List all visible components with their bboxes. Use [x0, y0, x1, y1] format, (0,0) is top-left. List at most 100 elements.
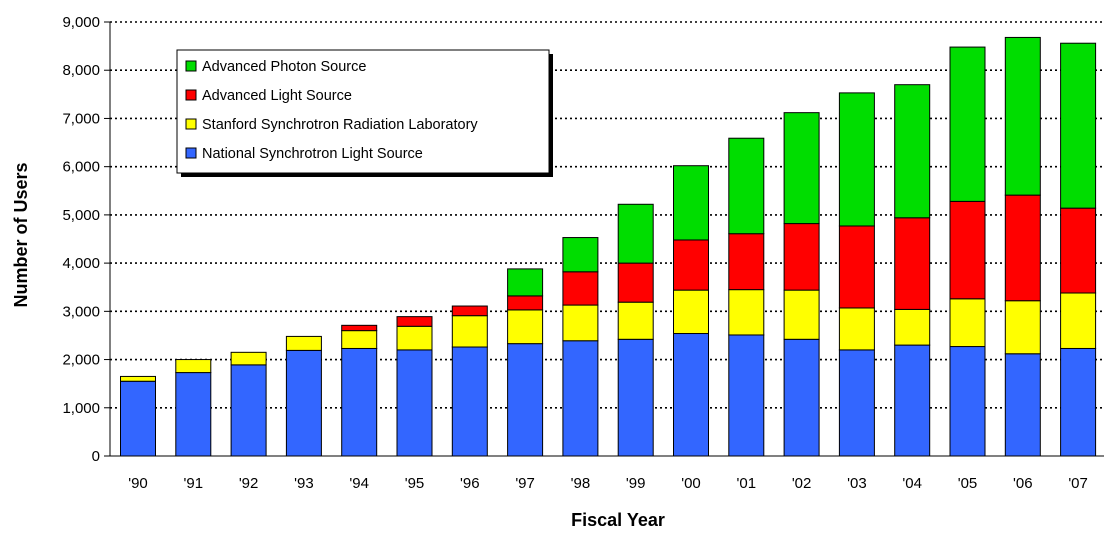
x-tick-label: '99	[626, 475, 646, 492]
bar-segment	[1060, 292, 1097, 349]
legend-label: Advanced Photon Source	[202, 59, 366, 75]
bar-segment	[783, 112, 820, 225]
x-tick-label: '95	[405, 475, 425, 492]
x-tick-label: '06	[1013, 475, 1033, 492]
bar-segment	[949, 46, 986, 202]
bar-segment	[507, 295, 544, 311]
y-tick-label: 1,000	[62, 400, 100, 417]
bar-segment	[1004, 194, 1041, 302]
x-tick-label: '03	[847, 475, 867, 492]
bars	[120, 36, 1097, 457]
bar-segment	[341, 330, 378, 349]
x-tick-label: '90	[128, 475, 148, 492]
bar-segment	[838, 225, 875, 309]
x-tick-labels: '90 '91 '92 '93 '94 '95 '96 '97 '98 '99 '00 '01 '02 '…	[128, 475, 1088, 492]
legend-label: Stanford Synchrotron Radiation Laborator…	[202, 117, 478, 133]
legend-swatch	[185, 60, 197, 72]
bar-segment	[562, 237, 599, 273]
x-tick-label: '98	[571, 475, 591, 492]
y-tick-label: 0	[92, 448, 100, 465]
x-axis-title: Fiscal Year	[571, 510, 665, 530]
bar-segment	[949, 200, 986, 300]
legend-swatch	[185, 118, 197, 130]
bar-segment	[1004, 353, 1041, 457]
legend: Advanced Photon Source Advanced Light Sou…	[176, 49, 553, 177]
x-tick-label: '93	[294, 475, 314, 492]
legend-swatch	[185, 147, 197, 159]
bar-segment	[451, 315, 488, 348]
bar-segment	[728, 137, 765, 235]
x-tick-label: '01	[737, 475, 757, 492]
bar-segment	[949, 346, 986, 457]
bar-segment	[120, 375, 156, 382]
y-tick-label: 5,000	[62, 207, 100, 224]
bar-segment	[894, 308, 931, 346]
bar-segment	[396, 325, 433, 351]
bar-segment	[1060, 42, 1097, 209]
x-tick-label: '04	[902, 475, 922, 492]
bar-segment	[838, 349, 875, 457]
bar-segment	[562, 340, 599, 457]
y-axis-title: Number of Users	[11, 162, 31, 307]
bar-segment	[783, 338, 820, 457]
legend-swatch	[185, 89, 197, 101]
bar-segment	[230, 364, 267, 457]
x-tick-label: '96	[460, 475, 480, 492]
bar-segment	[894, 84, 931, 219]
x-tick-label: '00	[681, 475, 701, 492]
bar-segment	[285, 349, 322, 457]
y-tick-label: 3,000	[62, 303, 100, 320]
y-tick-label: 4,000	[62, 255, 100, 272]
bar-segment	[617, 338, 654, 457]
bar-segment	[175, 359, 212, 374]
x-tick-label: '07	[1068, 475, 1088, 492]
y-tick-label: 6,000	[62, 159, 100, 176]
bar-segment	[1004, 36, 1041, 196]
bar-segment	[451, 305, 488, 317]
bar-segment	[673, 333, 709, 457]
bar-segment	[617, 203, 654, 264]
y-tick-label: 2,000	[62, 352, 100, 369]
bar-segment	[894, 344, 931, 457]
bar-segment	[175, 372, 212, 457]
legend-label: Advanced Light Source	[202, 88, 352, 104]
x-tick-label: '05	[958, 475, 978, 492]
bar-segment	[617, 301, 654, 340]
legend-box	[176, 49, 550, 174]
bar-segment	[562, 271, 599, 306]
bar-segment	[673, 289, 709, 335]
bar-segment	[673, 165, 709, 241]
y-tick-label: 9,000	[62, 14, 100, 31]
bar-segment	[949, 298, 986, 348]
bar-segment	[1060, 207, 1097, 294]
bar-segment	[728, 233, 765, 291]
bar-segment	[673, 239, 709, 291]
bar-segment	[230, 351, 267, 366]
bar-segment	[396, 316, 433, 327]
x-tick-label: '02	[792, 475, 812, 492]
bar-segment	[1004, 300, 1041, 355]
x-tick-label: '92	[239, 475, 259, 492]
bar-segment	[838, 92, 875, 227]
y-tick-label: 7,000	[62, 110, 100, 127]
bar-segment	[341, 324, 378, 332]
bar-segment	[396, 349, 433, 457]
bar-segment	[728, 334, 765, 457]
y-tick-labels: 0 1,000 2,000 3,000 4,000 5,000 6,000 7,000 8,00…	[62, 14, 110, 465]
bar-segment	[894, 217, 931, 310]
bar-segment	[120, 380, 156, 457]
bar-segment	[285, 335, 322, 351]
bar-segment	[783, 289, 820, 340]
bar-segment	[451, 346, 488, 457]
bar-segment	[507, 343, 544, 457]
bar-segment	[507, 268, 544, 297]
bar-segment	[341, 347, 378, 457]
bar-segment	[562, 304, 599, 342]
bar-segment	[1060, 347, 1097, 457]
bar-segment	[728, 289, 765, 336]
bar-segment	[507, 309, 544, 345]
legend-label: National Synchrotron Light Source	[202, 146, 423, 162]
x-tick-label: '91	[184, 475, 204, 492]
bar-segment	[783, 223, 820, 291]
